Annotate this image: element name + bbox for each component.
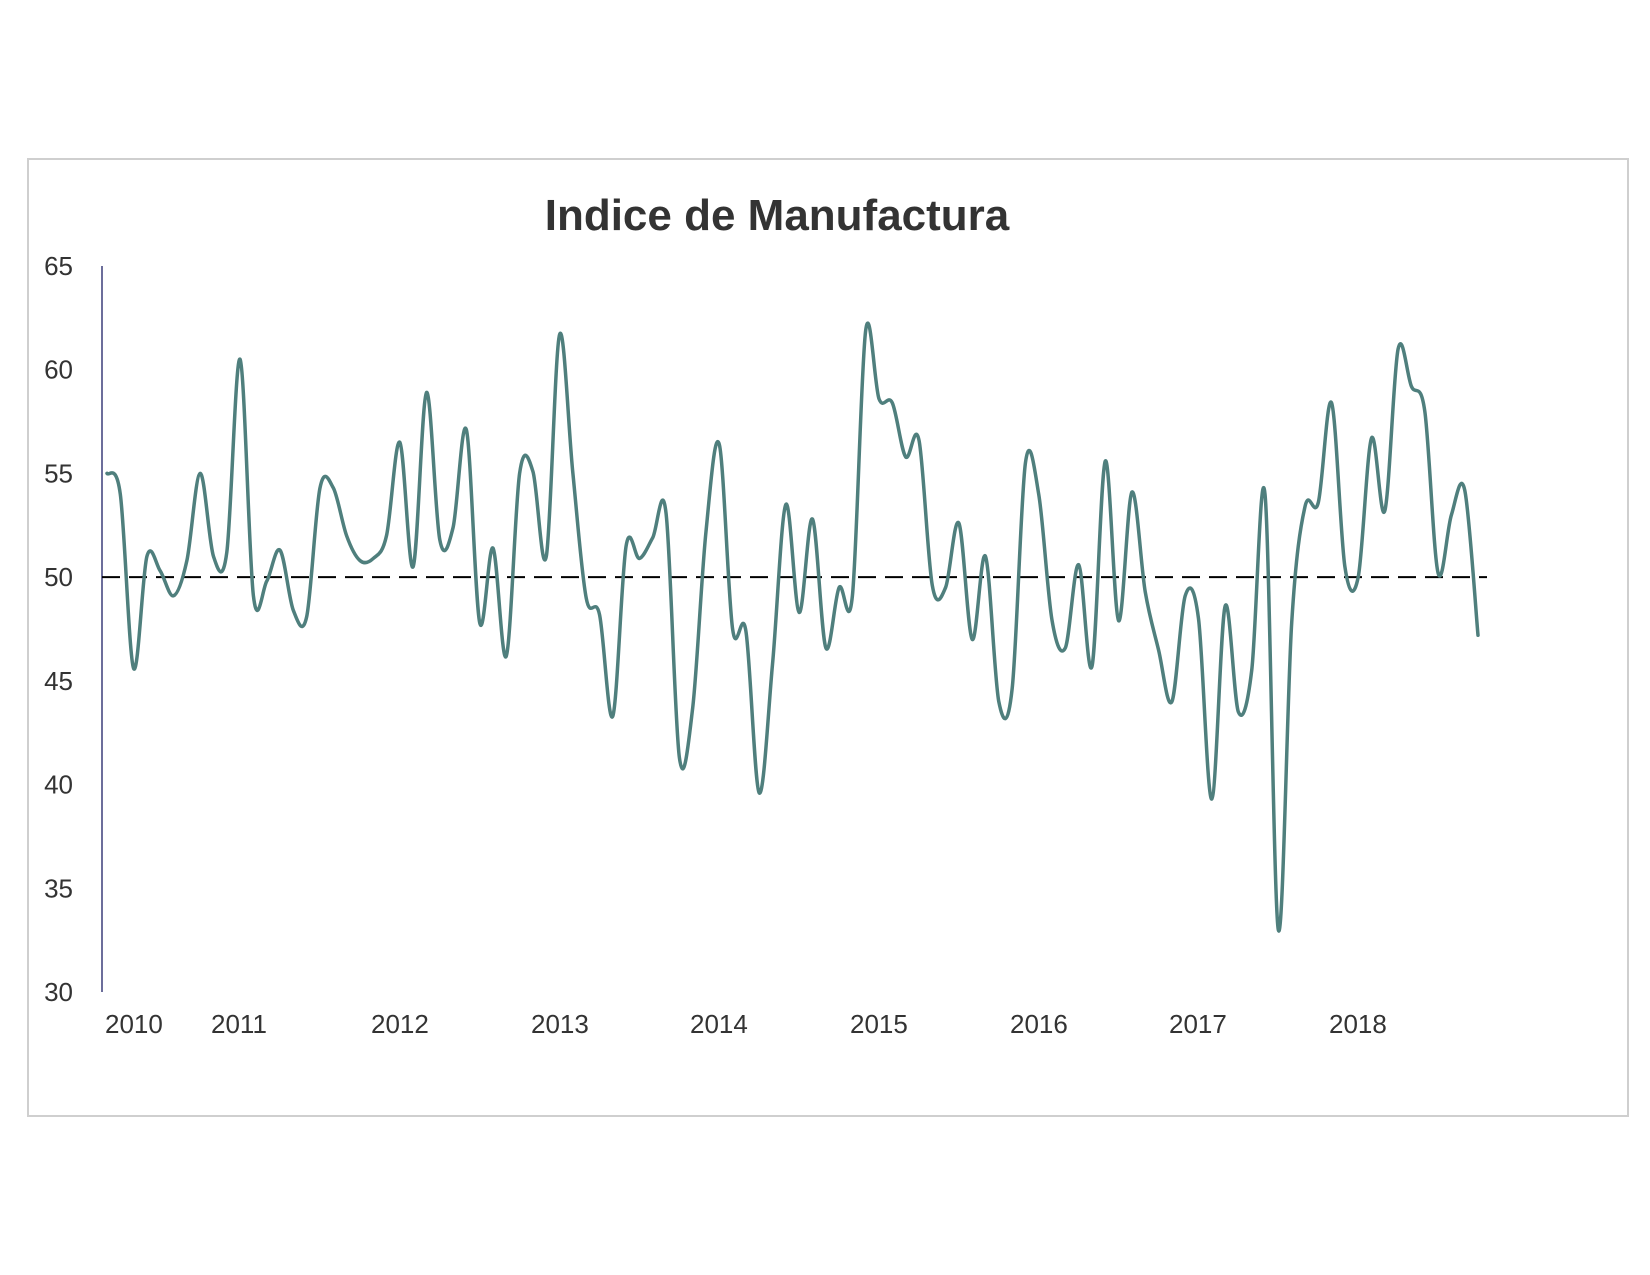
x-tick-label: 2014 xyxy=(690,1009,748,1039)
x-tick-label: 2011 xyxy=(211,1009,267,1039)
x-tick-label: 2010 xyxy=(105,1009,163,1039)
y-tick-labels: 30 35 40 45 50 55 60 65 xyxy=(44,251,73,1007)
y-tick-label: 30 xyxy=(44,977,73,1007)
x-tick-label: 2015 xyxy=(850,1009,908,1039)
x-tick-labels: 2010 2011 2012 2013 2014 2015 2016 2017 2018 xyxy=(105,1009,1387,1039)
chart-svg: Indice de Manufactura 30 35 40 45 50 55 60 65 2… xyxy=(44,191,1487,1039)
x-tick-label: 2018 xyxy=(1329,1009,1387,1039)
y-tick-label: 35 xyxy=(44,873,73,903)
x-tick-label: 2012 xyxy=(371,1009,429,1039)
x-tick-label: 2016 xyxy=(1010,1009,1068,1039)
y-tick-label: 55 xyxy=(44,458,73,488)
series-line xyxy=(105,321,1480,933)
y-tick-label: 40 xyxy=(44,770,73,800)
y-tick-label: 65 xyxy=(44,251,73,281)
y-tick-label: 50 xyxy=(44,562,73,592)
chart-frame: Indice de Manufactura 30 35 40 45 50 55 60 65 2… xyxy=(27,158,1629,1117)
y-tick-label: 60 xyxy=(44,355,73,385)
x-tick-label: 2017 xyxy=(1169,1009,1227,1039)
chart-title: Indice de Manufactura xyxy=(545,191,1010,240)
y-tick-label: 45 xyxy=(44,666,73,696)
x-tick-label: 2013 xyxy=(531,1009,589,1039)
